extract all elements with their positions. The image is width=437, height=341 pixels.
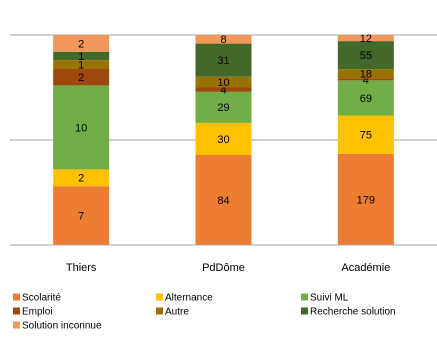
bar-segment (195, 155, 252, 245)
data-label: 179 (357, 194, 375, 206)
legend-swatch (156, 307, 163, 315)
data-label: 75 (360, 130, 372, 142)
bar-segment (337, 35, 394, 42)
bar-segment (53, 35, 110, 52)
legend-label: Solution inconnue (22, 321, 102, 332)
legend-swatch (301, 293, 308, 301)
bar-segment (53, 186, 110, 245)
bar-segment (337, 69, 394, 79)
data-label: 30 (217, 134, 229, 146)
bar-segment (195, 87, 252, 92)
legend-swatch (301, 307, 308, 315)
legend-swatch (13, 307, 20, 315)
bar-segment (337, 153, 394, 245)
bar-segment (195, 91, 252, 123)
data-label: 29 (217, 102, 229, 114)
data-label: 4 (363, 74, 369, 86)
legend-label: Alternance (165, 293, 213, 304)
bar-segment (195, 35, 252, 44)
bar-segment (337, 80, 394, 116)
legend-swatch (156, 293, 163, 301)
x-tick-label: PdDôme (202, 262, 245, 274)
legend-label: Autre (165, 307, 189, 318)
data-label: 2 (78, 173, 84, 185)
legend-label: Recherche solution (310, 307, 396, 318)
bar-segment (53, 85, 110, 170)
bar-segment (195, 43, 252, 77)
data-label: 69 (360, 93, 372, 105)
data-label: 10 (75, 122, 87, 134)
legend-swatch (13, 293, 20, 301)
data-label: 55 (360, 50, 372, 62)
bar-segment (53, 60, 110, 69)
data-label: 31 (217, 55, 229, 67)
data-label: 1 (78, 59, 84, 71)
legend-label: Emploi (22, 307, 53, 318)
bar-segment (337, 115, 394, 154)
bar-segment (195, 122, 252, 155)
data-label: 7 (78, 211, 84, 223)
legend-label: Suivi ML (310, 293, 349, 304)
data-label: 1 (78, 51, 84, 63)
data-label: 18 (360, 69, 372, 81)
bar-segment (337, 41, 394, 70)
legend-label: Scolarité (22, 293, 61, 304)
bar-segment (195, 76, 252, 88)
x-tick-label: Académie (341, 262, 390, 274)
bar-segment (53, 169, 110, 187)
bar-segment (337, 78, 394, 81)
bar-segment (53, 68, 110, 86)
data-label: 4 (220, 85, 226, 97)
data-label: 2 (78, 72, 84, 84)
legend-swatch (13, 321, 20, 329)
bar-segment (53, 51, 110, 61)
data-label: 2 (78, 38, 84, 50)
data-label: 10 (217, 77, 229, 89)
x-tick-label: Thiers (66, 262, 97, 274)
data-label: 84 (217, 195, 229, 207)
data-label: 8 (220, 34, 226, 46)
data-label: 12 (360, 33, 372, 45)
